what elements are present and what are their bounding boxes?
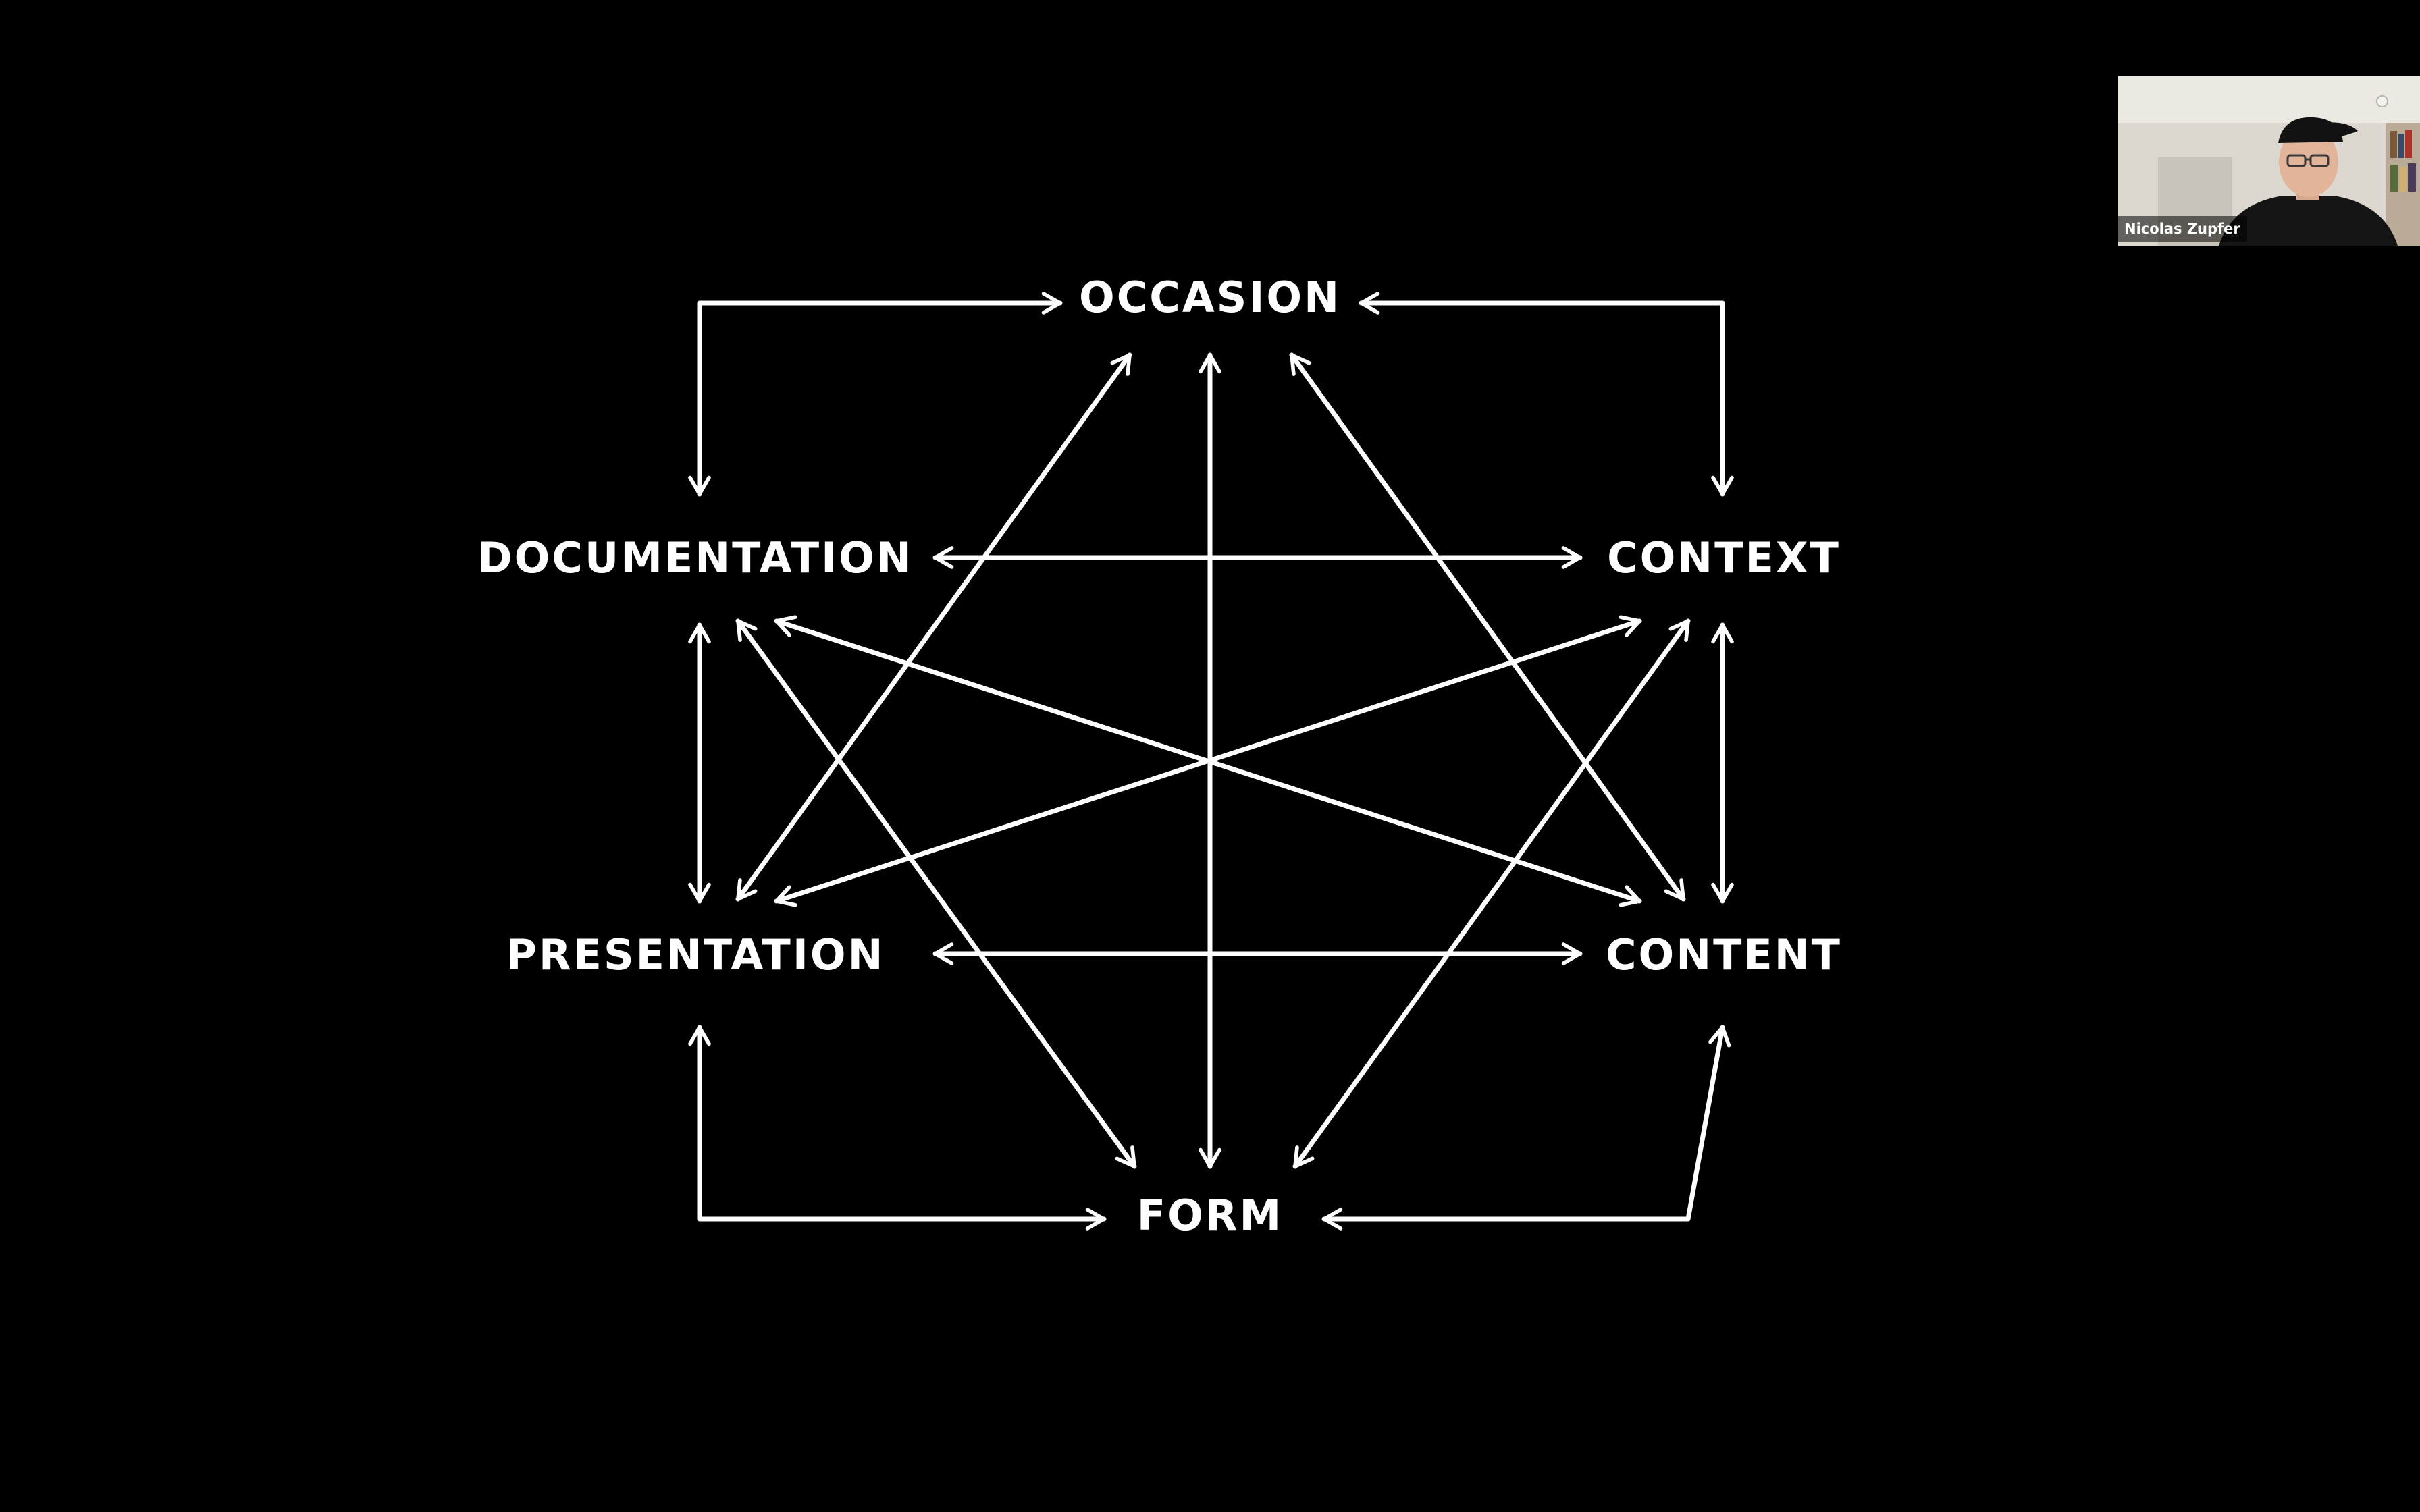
node-form: FORM (1137, 1191, 1284, 1240)
arrow-context-presentation (774, 615, 1642, 907)
participant-name-label: Nicolas Zupfer (2118, 216, 2247, 242)
arrow-occasion-context (1359, 292, 1734, 497)
node-documentation: DOCUMENTATION (477, 533, 914, 583)
node-content: CONTENT (1606, 930, 1842, 979)
arrow-presentation-form (688, 1025, 1107, 1231)
arrow-context-form (1292, 618, 1691, 1169)
node-presentation: PRESENTATION (506, 930, 885, 979)
arrow-form-content (1321, 1025, 1731, 1231)
node-context: CONTEXT (1607, 533, 1841, 583)
arrow-documentation-occasion (688, 292, 1063, 497)
participant-video-tile[interactable]: Nicolas Zupfer (2118, 76, 2420, 246)
node-occasion: OCCASION (1079, 273, 1341, 322)
participant-video-feed (2118, 76, 2420, 246)
